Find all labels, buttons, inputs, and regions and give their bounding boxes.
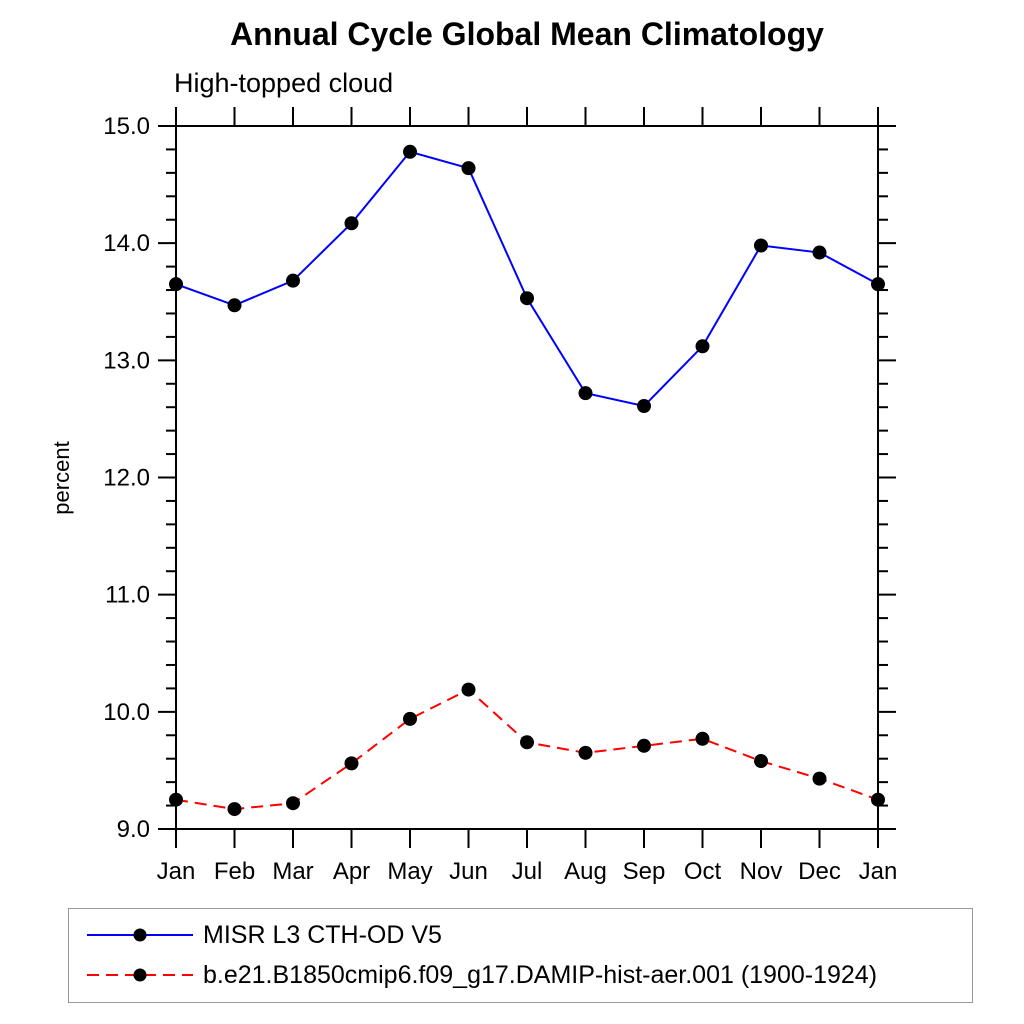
data-point-marker — [461, 682, 476, 697]
x-axis-ticks: Jan Feb Mar Apr May Jun Jul Aug Sep Oct Nov Dec Jan — [157, 107, 898, 885]
legend-item-misr: MISR L3 CTH-OD V5 — [85, 915, 972, 955]
chart-subtitle: High-topped cloud — [174, 68, 394, 98]
series-1 — [169, 682, 885, 817]
data-point-marker — [871, 277, 885, 292]
series-1-line — [175, 688, 879, 811]
x-tick-label: Jan — [859, 858, 898, 885]
data-point-marker — [403, 144, 417, 159]
x-tick-label: Apr — [333, 858, 370, 885]
y-tick-label: 14.0 — [103, 230, 150, 257]
legend-label-model: b.e21.B1850cmip6.f09_g17.DAMIP-hist-aer.… — [203, 960, 878, 989]
data-point-marker — [344, 756, 359, 771]
y-tick-label: 12.0 — [103, 465, 150, 492]
y-tick-label: 11.0 — [105, 582, 150, 609]
data-point-marker — [695, 339, 710, 354]
x-tick-label: Jun — [449, 858, 488, 885]
legend-label-misr: MISR L3 CTH-OD V5 — [203, 920, 442, 949]
data-point-marker — [227, 802, 242, 817]
x-tick-label: Feb — [214, 858, 255, 885]
data-point-marker — [169, 277, 183, 292]
x-tick-label: Sep — [623, 858, 666, 885]
data-point-marker — [520, 735, 534, 750]
data-point-marker — [286, 796, 300, 811]
x-tick-label: Aug — [564, 858, 607, 885]
x-tick-label: Jan — [157, 858, 196, 885]
axis-frame — [175, 125, 879, 830]
y-axis-ticks: 9.0 10.0 11.0 12.0 13.0 14.0 15.0 — [103, 113, 896, 843]
data-point-marker — [403, 711, 417, 726]
data-point-marker — [169, 792, 183, 807]
data-point-marker — [286, 273, 300, 288]
data-point-marker — [754, 754, 768, 769]
legend-sample-marker — [133, 928, 147, 942]
data-point-marker — [754, 238, 768, 253]
legend-sample-marker — [133, 968, 147, 982]
y-tick-label: 15.0 — [103, 113, 150, 140]
data-point-marker — [520, 291, 534, 306]
legend: MISR L3 CTH-OD V5 b.e21.B1850cmip6.f09_g… — [68, 908, 973, 1003]
y-tick-label: 13.0 — [103, 347, 150, 374]
data-point-marker — [637, 738, 651, 753]
legend-item-model: b.e21.B1850cmip6.f09_g17.DAMIP-hist-aer.… — [85, 955, 972, 995]
data-point-marker — [227, 298, 242, 313]
x-tick-label: Nov — [740, 858, 783, 885]
data-point-marker — [461, 161, 476, 176]
data-point-marker — [637, 399, 651, 414]
data-point-marker — [871, 792, 885, 807]
data-point-marker — [578, 745, 593, 760]
x-tick-label: Jul — [512, 858, 543, 885]
data-point-marker — [812, 771, 827, 786]
legend-line-sample-dashed — [87, 968, 193, 982]
data-point-marker — [812, 245, 827, 260]
series-0-line — [175, 150, 879, 408]
x-tick-label: May — [387, 858, 432, 885]
y-tick-label: 10.0 — [103, 699, 150, 726]
legend-line-sample-solid — [87, 928, 193, 942]
series-0 — [169, 144, 885, 414]
y-tick-label: 9.0 — [117, 816, 150, 843]
x-tick-label: Dec — [798, 858, 841, 885]
data-point-marker — [695, 731, 710, 746]
x-tick-label: Oct — [684, 858, 722, 885]
x-tick-label: Mar — [272, 858, 313, 885]
chart-title: Annual Cycle Global Mean Climatology — [230, 16, 824, 52]
data-point-marker — [578, 386, 593, 401]
data-point-marker — [344, 216, 359, 231]
